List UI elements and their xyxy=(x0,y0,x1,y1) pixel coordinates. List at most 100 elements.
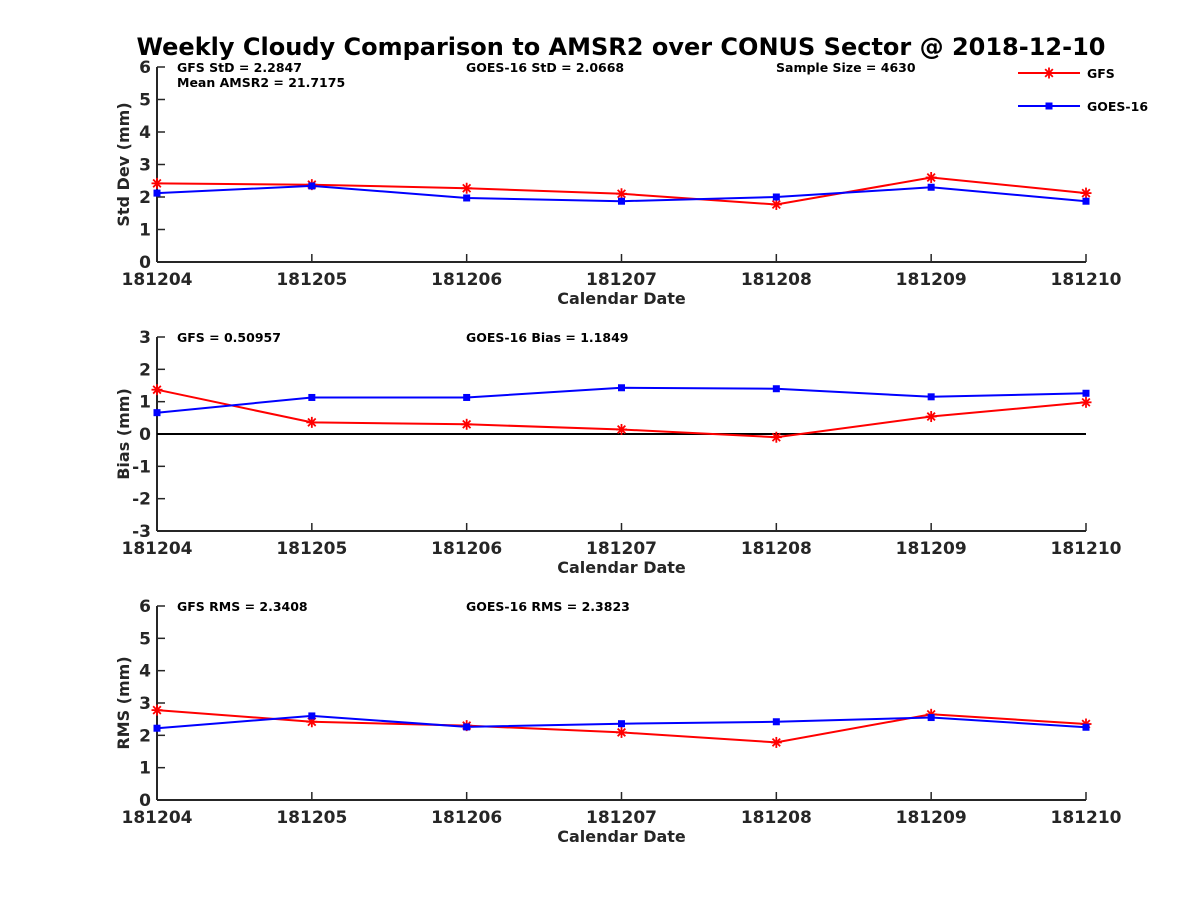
y-tick-label: 3 xyxy=(139,156,151,176)
annotation-middle: GOES-16 StD = 2.0668 xyxy=(466,60,624,75)
data-point-gfs xyxy=(925,172,937,183)
y-tick-label: 1 xyxy=(139,393,151,413)
chart-panel-3: 0 1 2 3 4 5 6 181204 181205 181206 181207 181208 181… xyxy=(114,597,1122,846)
annotation-left: GFS RMS = 2.3408 xyxy=(177,599,308,614)
data-point-gfs xyxy=(616,188,627,200)
annotation-left2: Mean AMSR2 = 21.7175 xyxy=(177,75,345,90)
x-axis-label: Calendar Date xyxy=(557,827,686,846)
y-tick-label: 3 xyxy=(139,328,151,348)
data-point-goes-16 xyxy=(308,393,316,401)
data-point-goes-16 xyxy=(463,393,471,401)
data-point-goes-16 xyxy=(463,194,471,202)
y-tick-label: 1 xyxy=(139,759,151,779)
annotation-left: GFS StD = 2.2847 xyxy=(177,60,302,75)
legend-marker xyxy=(1043,67,1055,79)
annotation-left: GFS = 0.50957 xyxy=(177,330,281,345)
x-tick-label: 181208 xyxy=(741,539,812,559)
series-line-goes-16 xyxy=(156,386,1087,414)
x-tick-label: 181207 xyxy=(586,808,657,828)
data-point-goes-16 xyxy=(463,723,471,731)
legend-item-gfs: GFS xyxy=(1018,66,1115,81)
x-tick-label: 181204 xyxy=(122,808,193,828)
y-tick-label: 6 xyxy=(139,597,151,617)
data-point-goes-16 xyxy=(772,718,780,726)
data-point-goes-16 xyxy=(772,385,780,393)
y-tick-label: -3 xyxy=(132,522,151,542)
data-point-gfs xyxy=(1080,396,1092,408)
y-tick-label: 2 xyxy=(139,726,151,746)
y-axis-label: Bias (mm) xyxy=(114,388,133,480)
data-point-gfs xyxy=(616,423,627,435)
y-tick-label: 6 xyxy=(139,58,151,78)
data-point-goes-16 xyxy=(927,714,935,722)
legend-label: GFS xyxy=(1087,66,1115,81)
panels: 0 1 2 3 4 5 6 181204 181205 181206 181207 181208 181… xyxy=(114,58,1122,846)
x-tick-label: 181208 xyxy=(741,808,812,828)
data-point-gfs xyxy=(1080,187,1092,199)
y-tick-label: 5 xyxy=(139,91,151,111)
chart-panel-2: -3 -2 -1 0 1 2 3 181204 181205 181206 181207 181208… xyxy=(114,328,1122,577)
data-point-goes-16 xyxy=(308,712,316,720)
x-tick-label: 181210 xyxy=(1051,270,1122,290)
annotation-middle: GOES-16 Bias = 1.1849 xyxy=(466,330,628,345)
y-axis-label: RMS (mm) xyxy=(114,656,133,749)
y-tick-label: -1 xyxy=(132,457,151,477)
data-point-gfs xyxy=(461,418,473,430)
data-point-gfs xyxy=(151,384,163,396)
data-point-goes-16 xyxy=(927,393,935,401)
data-point-goes-16 xyxy=(927,183,935,191)
data-point-gfs xyxy=(616,726,627,738)
legend: GFS GOES-16 xyxy=(1018,66,1148,114)
x-tick-label: 181205 xyxy=(276,270,347,290)
y-tick-label: 2 xyxy=(139,360,151,380)
x-tick-label: 181205 xyxy=(276,539,347,559)
x-tick-label: 181206 xyxy=(431,539,502,559)
y-tick-label: 0 xyxy=(139,253,151,273)
y-tick-label: 0 xyxy=(139,791,151,811)
data-point-goes-16 xyxy=(1082,389,1090,397)
y-axis-label: Std Dev (mm) xyxy=(114,102,133,226)
y-tick-label: 5 xyxy=(139,629,151,649)
data-point-goes-16 xyxy=(153,409,161,417)
y-tick-label: 4 xyxy=(139,662,151,682)
y-tick-label: 1 xyxy=(139,221,151,241)
data-point-goes-16 xyxy=(618,384,625,392)
data-point-goes-16 xyxy=(618,720,625,728)
data-point-goes-16 xyxy=(153,189,161,197)
x-tick-label: 181207 xyxy=(586,539,657,559)
annotation-middle: GOES-16 RMS = 2.3823 xyxy=(466,599,630,614)
data-point-gfs xyxy=(461,182,473,194)
x-tick-label: 181209 xyxy=(896,808,967,828)
legend-label: GOES-16 xyxy=(1087,99,1148,114)
y-tick-label: -2 xyxy=(132,490,151,510)
x-tick-label: 181206 xyxy=(431,270,502,290)
x-axis-label: Calendar Date xyxy=(557,558,686,577)
legend-item-goes-16: GOES-16 xyxy=(1018,99,1148,114)
x-tick-label: 181204 xyxy=(122,270,193,290)
data-point-gfs xyxy=(925,411,937,423)
data-point-goes-16 xyxy=(308,182,316,190)
annotation-right: Sample Size = 4630 xyxy=(776,60,916,75)
data-point-gfs xyxy=(151,704,163,716)
data-point-gfs xyxy=(770,736,782,748)
y-tick-label: 3 xyxy=(139,694,151,714)
data-point-gfs xyxy=(306,416,318,428)
y-tick-label: 2 xyxy=(139,188,151,208)
chart-panel-1: 0 1 2 3 4 5 6 181204 181205 181206 181207 181208 181… xyxy=(114,58,1122,308)
x-tick-label: 181210 xyxy=(1051,539,1122,559)
x-tick-label: 181209 xyxy=(896,539,967,559)
data-point-gfs xyxy=(770,431,782,443)
x-axis-label: Calendar Date xyxy=(557,289,686,308)
data-point-goes-16 xyxy=(153,724,161,732)
y-tick-label: 4 xyxy=(139,123,151,143)
x-tick-label: 181210 xyxy=(1051,808,1122,828)
x-tick-label: 181209 xyxy=(896,270,967,290)
data-point-goes-16 xyxy=(1082,723,1090,731)
x-tick-label: 181205 xyxy=(276,808,347,828)
y-tick-label: 0 xyxy=(139,425,151,445)
data-point-gfs xyxy=(151,177,163,189)
x-tick-label: 181204 xyxy=(122,539,193,559)
data-point-goes-16 xyxy=(772,193,780,201)
data-point-goes-16 xyxy=(618,197,625,205)
